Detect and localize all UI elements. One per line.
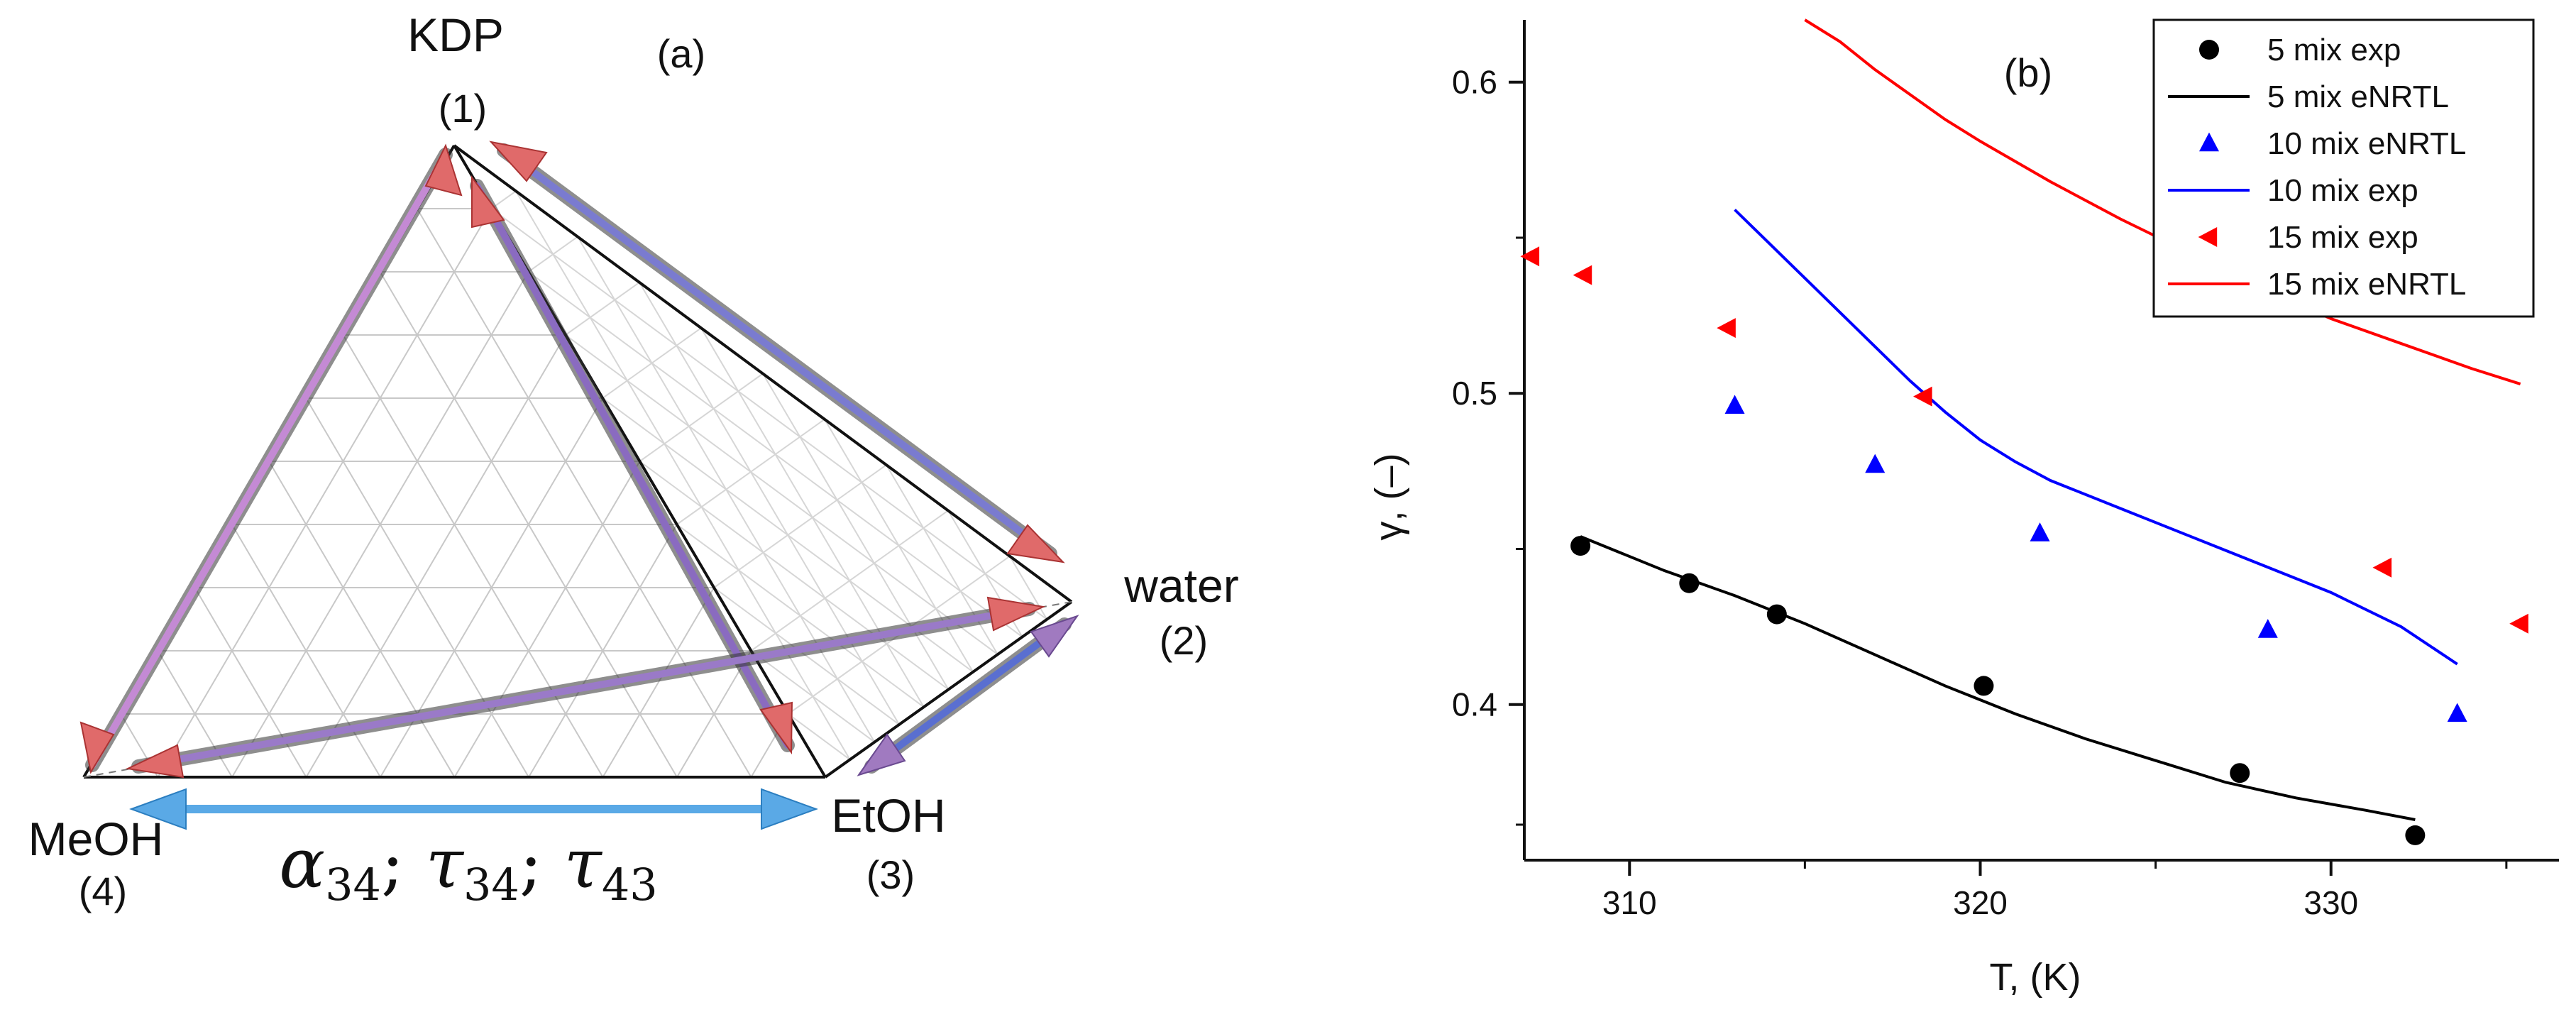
panel-a-tetrahedron: (a) KDP (1) water (2) EtOH (3) MeOH (4) …	[28, 9, 1239, 913]
plot-series	[1520, 18, 2528, 845]
legend-label: 5 mix exp	[2267, 33, 2401, 67]
grid-line	[639, 461, 950, 691]
arrow-meoh-water	[125, 596, 1046, 779]
data-point	[1865, 453, 1886, 473]
vertex-index-meoh: (4)	[79, 869, 127, 913]
data-point	[2372, 557, 2392, 578]
grid-line	[639, 282, 900, 725]
arrow-meoh-etoh	[129, 788, 818, 830]
grid-line	[268, 461, 456, 778]
series-line	[1580, 535, 2416, 821]
legend-box	[2152, 18, 2535, 318]
grid-line	[490, 208, 1047, 620]
panel-b-label: (b)	[2004, 50, 2052, 95]
vertex-label-meoh: MeOH	[28, 813, 164, 865]
data-point	[2230, 763, 2250, 784]
vertex-label-water: water	[1123, 559, 1238, 612]
plot-axes	[1523, 20, 2559, 862]
vertex-index-etoh: (3)	[866, 852, 915, 897]
legend: 5 mix exp 5 mix eNRTL 10 mix eNRTL 10 mix e…	[2152, 18, 2535, 318]
legend-item: 10 mix eNRTL	[2199, 126, 2466, 161]
grid-line	[639, 373, 764, 462]
data-point	[2030, 522, 2050, 542]
legend-label: 15 mix eNRTL	[2267, 267, 2466, 302]
y-axis-label: γ, (–)	[1367, 453, 1410, 540]
data-point	[2405, 825, 2426, 845]
axis-ticks: 310 320 330 0.4 0.5 0.6	[1452, 64, 2508, 921]
grid-line	[342, 334, 604, 778]
data-point	[2447, 703, 2467, 722]
legend-item: 10 mix exp	[2168, 173, 2418, 208]
x-axis-label: T, (K)	[1990, 956, 2081, 999]
legend-swatch-marker	[2198, 227, 2218, 247]
data-point	[2509, 613, 2528, 634]
grid-line	[231, 271, 529, 778]
panel-b-chart: 310 320 330 0.4 0.5 0.6 (b) T, (K) γ, (–) 5 m…	[1367, 18, 2559, 999]
grid-line	[750, 510, 949, 652]
series-1	[1580, 535, 2416, 821]
grid-line	[416, 208, 752, 778]
grid-line	[762, 373, 950, 691]
series-line	[1804, 18, 2521, 385]
interaction-parameters: α34; τ34; τ43	[279, 824, 657, 911]
vertex-label-etoh: EtOH	[831, 789, 945, 842]
grid-line	[305, 334, 566, 778]
legend-item: 5 mix eNRTL	[2168, 79, 2449, 114]
grid-line	[565, 334, 998, 655]
series-4	[1520, 246, 2528, 634]
vertex-index-water: (2)	[1160, 618, 1208, 663]
legend-label: 5 mix eNRTL	[2267, 79, 2449, 114]
grid-line	[453, 461, 641, 778]
grid-line	[515, 190, 851, 760]
grid-line	[379, 271, 678, 778]
vertex-index-kdp: (1)	[439, 86, 487, 131]
data-point	[2257, 619, 2278, 638]
legend-swatch-marker	[2199, 40, 2219, 60]
data-point	[1573, 265, 1592, 285]
edge-etoh-water	[824, 600, 1073, 779]
legend-swatch-marker	[2199, 132, 2219, 152]
legend-label: 10 mix exp	[2267, 173, 2418, 208]
edge-kdp-water	[453, 144, 1073, 603]
legend-label: 10 mix eNRTL	[2267, 126, 2466, 161]
grid-line	[713, 464, 887, 588]
data-point	[1520, 246, 1540, 267]
legend-item: 15 mix eNRTL	[2168, 267, 2466, 302]
x-tick-label: 320	[1953, 884, 2008, 921]
data-point	[1570, 536, 1591, 556]
data-point	[1974, 676, 1994, 696]
arrow-kdp-etoh	[470, 175, 795, 755]
arrow-kdp-water	[489, 141, 1065, 564]
data-point	[1724, 395, 1745, 414]
series-3	[1734, 209, 2458, 666]
series-5	[1804, 18, 2521, 385]
arrow-etoh-water	[857, 615, 1079, 776]
legend-item: 5 mix exp	[2199, 33, 2401, 67]
data-point	[1717, 318, 1736, 339]
grid-line	[788, 713, 851, 761]
x-tick-label: 310	[1602, 884, 1657, 921]
x-tick-label: 330	[2303, 884, 2358, 921]
y-tick-label: 0.5	[1452, 375, 1497, 412]
grid-line	[577, 236, 876, 743]
arrow-kdp-meoh	[79, 143, 463, 774]
legend-label: 15 mix exp	[2267, 220, 2418, 255]
y-tick-label: 0.4	[1452, 686, 1497, 723]
series-line	[1734, 209, 2458, 666]
grid-line	[157, 208, 492, 778]
panel-a-label: (a)	[657, 31, 705, 76]
grid-line	[565, 282, 640, 336]
legend-item: 15 mix exp	[2198, 220, 2418, 255]
binary-interaction-arrows	[79, 141, 1079, 830]
grid-line	[713, 587, 900, 725]
grid-line	[602, 587, 715, 778]
data-point	[1913, 386, 1932, 407]
vertex-label-kdp: KDP	[407, 9, 504, 61]
grid-line	[528, 271, 1023, 638]
grid-line	[1009, 556, 1048, 620]
series-2	[1724, 395, 2467, 722]
y-tick-label: 0.6	[1452, 64, 1497, 101]
